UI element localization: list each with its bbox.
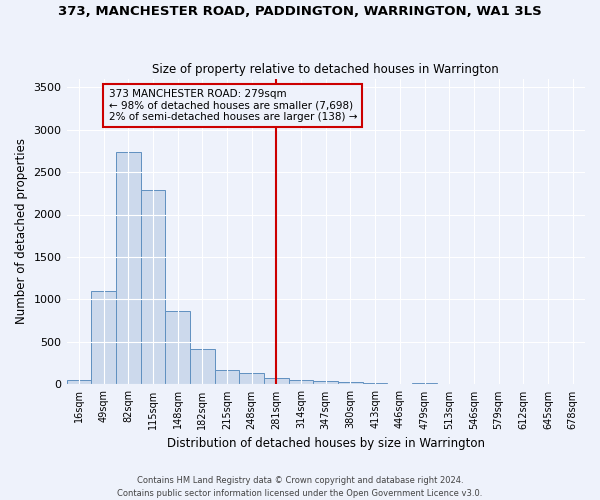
Text: 373, MANCHESTER ROAD, PADDINGTON, WARRINGTON, WA1 3LS: 373, MANCHESTER ROAD, PADDINGTON, WARRIN… [58,5,542,18]
Bar [239,374,264,384]
Title: Size of property relative to detached houses in Warrington: Size of property relative to detached ho… [152,63,499,76]
Bar [116,152,140,384]
Bar [412,382,437,384]
Bar [190,348,215,384]
Bar [215,370,239,384]
Bar [338,382,363,384]
Bar [313,381,338,384]
Bar [363,382,388,384]
Bar [67,380,91,384]
Text: Contains HM Land Registry data © Crown copyright and database right 2024.
Contai: Contains HM Land Registry data © Crown c… [118,476,482,498]
Bar [91,291,116,384]
Bar [165,310,190,384]
X-axis label: Distribution of detached houses by size in Warrington: Distribution of detached houses by size … [167,437,485,450]
Y-axis label: Number of detached properties: Number of detached properties [15,138,28,324]
Bar [289,380,313,384]
Bar [264,378,289,384]
Text: 373 MANCHESTER ROAD: 279sqm
← 98% of detached houses are smaller (7,698)
2% of s: 373 MANCHESTER ROAD: 279sqm ← 98% of det… [109,89,357,122]
Bar [140,190,165,384]
